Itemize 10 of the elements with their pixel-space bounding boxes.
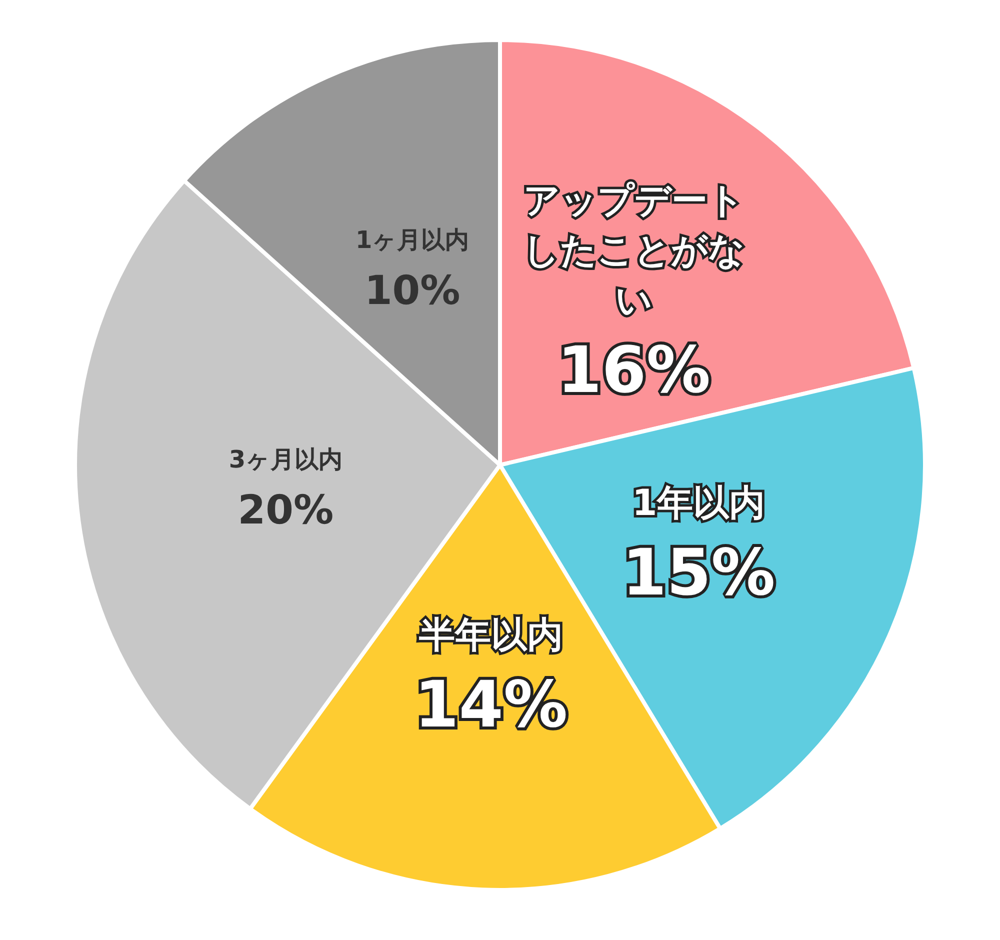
slice-label: アップデートしたことがない (522, 180, 745, 322)
slice-label: 1ヶ月以内 (355, 226, 470, 254)
data-label: 10% (364, 268, 460, 314)
slice-label: 1年以内 (632, 483, 766, 524)
data-label: 20% (238, 488, 334, 534)
slice-label: 3ヶ月以内 (228, 446, 343, 474)
slice-label: 半年以内 (418, 614, 563, 656)
data-label: 15% (622, 536, 776, 611)
data-label: 16% (557, 334, 710, 408)
data-label: 14% (414, 668, 568, 742)
